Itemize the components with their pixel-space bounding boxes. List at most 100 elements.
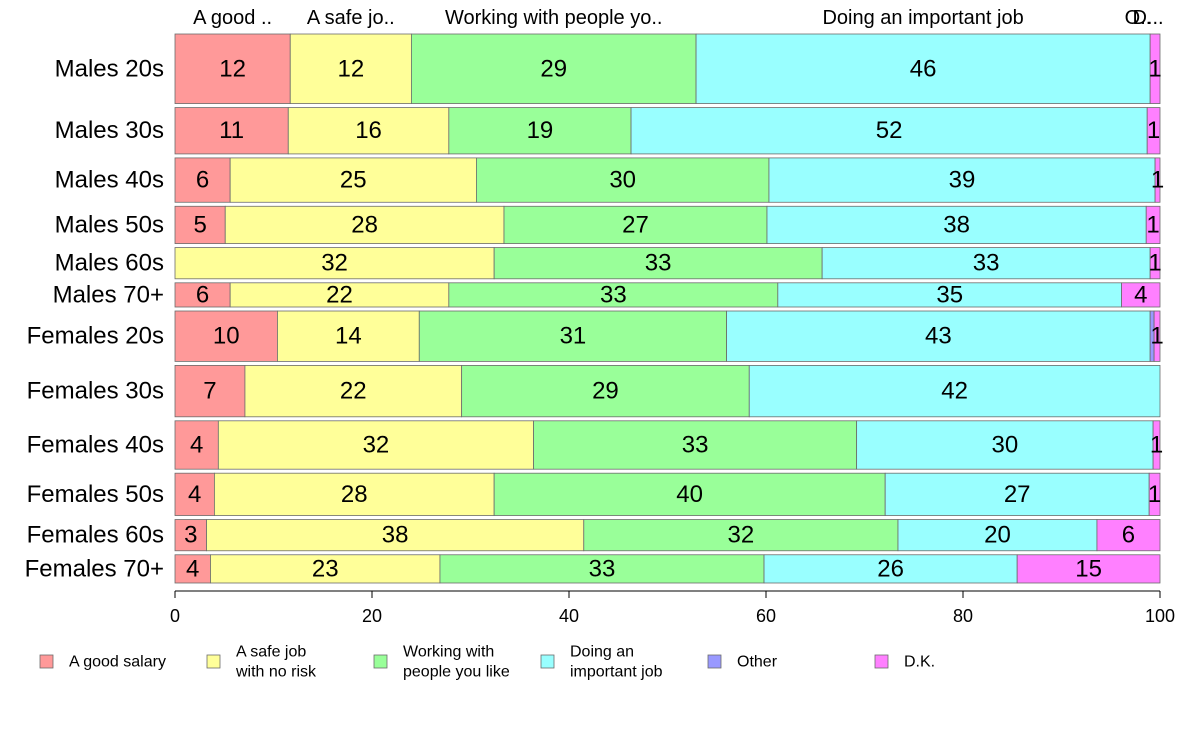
data-label: 52	[876, 117, 903, 144]
bar-segment	[410, 33, 697, 104]
column-label: A good ..	[193, 7, 272, 29]
column-label: O..	[1125, 7, 1152, 29]
data-label: 40	[676, 481, 703, 508]
bar-segment	[174, 157, 231, 203]
data-label: 22	[340, 378, 367, 405]
data-label: 5	[193, 211, 206, 238]
bar-segment	[174, 282, 231, 308]
data-label: 33	[600, 281, 627, 308]
legend-label: A good salary	[69, 654, 166, 671]
bar-segment	[1149, 247, 1161, 280]
bar-segment	[1016, 554, 1161, 584]
bar-segment	[229, 282, 450, 308]
bar-segment	[174, 365, 246, 418]
bar-segment	[418, 310, 728, 362]
x-tick-label: 20	[362, 606, 382, 626]
data-label: 32	[728, 522, 755, 549]
data-label: 15	[1075, 555, 1102, 582]
data-label: 12	[337, 55, 364, 82]
data-label: 4	[1134, 281, 1147, 308]
data-label: 33	[645, 250, 672, 277]
row-label: Males 40s	[55, 167, 164, 194]
column-label: Working with people yo..	[445, 7, 663, 29]
bar-segment	[533, 420, 858, 470]
data-label: 27	[622, 211, 649, 238]
row-label: Females 20s	[27, 323, 164, 350]
data-label: 43	[925, 323, 952, 350]
x-tick-label: 40	[559, 606, 579, 626]
bar-segment	[493, 247, 823, 280]
data-label: 30	[609, 167, 636, 194]
bar-segment	[174, 519, 207, 552]
row-label: Males 50s	[55, 211, 164, 238]
data-label: 39	[949, 167, 976, 194]
bar-segment	[766, 205, 1147, 244]
bar-segment	[476, 157, 770, 203]
bar-segment	[763, 554, 1018, 584]
x-tick-label: 100	[1145, 606, 1175, 626]
bar-segment	[1145, 205, 1161, 244]
data-label: 23	[312, 555, 339, 582]
legend-label: D.K.	[904, 654, 935, 671]
bar-segment	[439, 554, 765, 584]
data-label: 16	[355, 117, 382, 144]
column-label: D...	[1132, 7, 1163, 29]
bar-segment	[213, 472, 495, 516]
bar-segment	[1121, 282, 1161, 308]
bar-segment	[224, 205, 505, 244]
bar-segment	[1146, 107, 1161, 155]
data-label: 30	[992, 432, 1019, 459]
data-label: 4	[190, 432, 203, 459]
legend-swatch	[540, 654, 555, 669]
data-label: 38	[382, 522, 409, 549]
column-label: A safe jo..	[307, 7, 395, 29]
bar-segment	[583, 519, 899, 552]
data-label: 4	[188, 481, 201, 508]
bar-segment	[1096, 519, 1161, 552]
bar-segment	[1152, 420, 1161, 470]
data-label: 32	[363, 432, 390, 459]
data-label: 27	[1004, 481, 1031, 508]
legend-swatch	[39, 654, 54, 669]
data-label: 31	[560, 323, 587, 350]
row-label: Males 30s	[55, 117, 164, 144]
row-label: Females 70+	[25, 555, 164, 582]
row-label: Females 60s	[27, 522, 164, 549]
row-label: Females 50s	[27, 481, 164, 508]
data-label: 14	[335, 323, 362, 350]
data-label: 26	[877, 555, 904, 582]
data-label: 35	[936, 281, 963, 308]
legend-label: A safe job	[236, 644, 306, 661]
bar-segment	[217, 420, 534, 470]
row-label: Males 20s	[55, 55, 164, 82]
bar-segment	[174, 107, 289, 155]
data-label: 1	[1146, 211, 1159, 238]
data-label: 4	[186, 555, 199, 582]
data-label: 3	[184, 522, 197, 549]
data-label: 1	[1150, 432, 1163, 459]
data-label: 1	[1148, 55, 1161, 82]
data-label: 29	[540, 55, 567, 82]
bar-segment	[448, 107, 632, 155]
data-label: 6	[1122, 522, 1135, 549]
bar-segment	[884, 472, 1150, 516]
legend-label: with no risk	[235, 664, 317, 681]
data-label: 33	[682, 432, 709, 459]
bar-segment	[1148, 472, 1161, 516]
bar-segment	[1149, 33, 1161, 104]
x-tick-label: 0	[170, 606, 180, 626]
bar-segment	[174, 310, 278, 362]
bar-segment	[174, 554, 211, 584]
legend-swatch	[707, 654, 722, 669]
bar-segment	[174, 247, 495, 280]
legend-swatch	[874, 654, 889, 669]
bar-segment	[503, 205, 768, 244]
data-label: 1	[1150, 323, 1163, 350]
data-label: 6	[196, 167, 209, 194]
legend-label: Doing an	[570, 644, 634, 661]
legend-swatch	[206, 654, 221, 669]
bar-segment	[174, 205, 226, 244]
data-label: 20	[984, 522, 1011, 549]
data-label: 11	[219, 117, 244, 144]
